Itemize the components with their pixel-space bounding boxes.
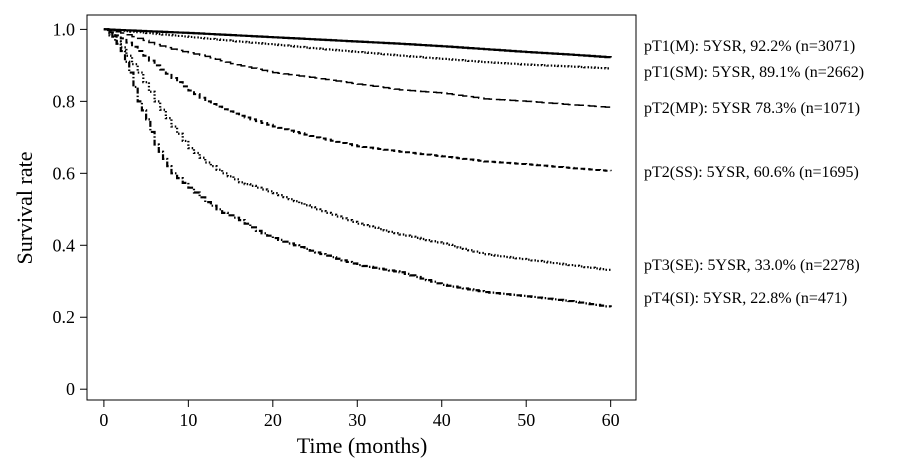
- y-tick-label: 0.4: [53, 235, 76, 255]
- series-line: [103, 28, 612, 108]
- x-tick-label: 10: [179, 410, 197, 430]
- series-line: [103, 28, 612, 308]
- x-tick-label: 0: [99, 410, 108, 430]
- series-label: pT1(M): 5YSR, 92.2% (n=3071): [644, 38, 855, 55]
- series-line: [103, 28, 612, 59]
- y-tick-label: 0.8: [53, 91, 76, 111]
- series-label: pT1(SM): 5YSR, 89.1% (n=2662): [644, 64, 864, 81]
- series-label: pT4(SI): 5YSR, 22.8% (n=471): [644, 290, 847, 307]
- x-axis: 0 10 20 30 40 50 60: [99, 400, 620, 430]
- y-axis-title: Survival rate: [12, 151, 37, 264]
- series-line: [103, 28, 612, 172]
- series-label: pT2(MP): 5YSR 78.3% (n=1071): [644, 100, 860, 117]
- y-tick-label: 0: [66, 379, 75, 399]
- series-label: pT2(SS): 5YSR, 60.6% (n=1695): [644, 164, 859, 181]
- x-axis-title: Time (months): [297, 433, 428, 458]
- series-line: [103, 28, 612, 271]
- y-tick-label: 1.0: [53, 19, 76, 39]
- series-label: pT3(SE): 5YSR, 33.0% (n=2278): [644, 257, 860, 274]
- y-axis: 0 0.2 0.4 0.6 0.8 1.0: [53, 19, 87, 399]
- y-tick-label: 0.6: [53, 163, 76, 183]
- x-tick-label: 40: [433, 410, 451, 430]
- series-labels: pT1(M): 5YSR, 92.2% (n=3071) pT1(SM): 5YS…: [644, 38, 864, 307]
- x-tick-label: 30: [348, 410, 366, 430]
- x-tick-label: 60: [602, 410, 620, 430]
- series-lines: [103, 28, 612, 308]
- x-tick-label: 20: [264, 410, 282, 430]
- series-line: [103, 28, 612, 70]
- y-tick-label: 0.2: [53, 307, 76, 327]
- plot-frame: [86, 14, 637, 401]
- x-tick-label: 50: [517, 410, 535, 430]
